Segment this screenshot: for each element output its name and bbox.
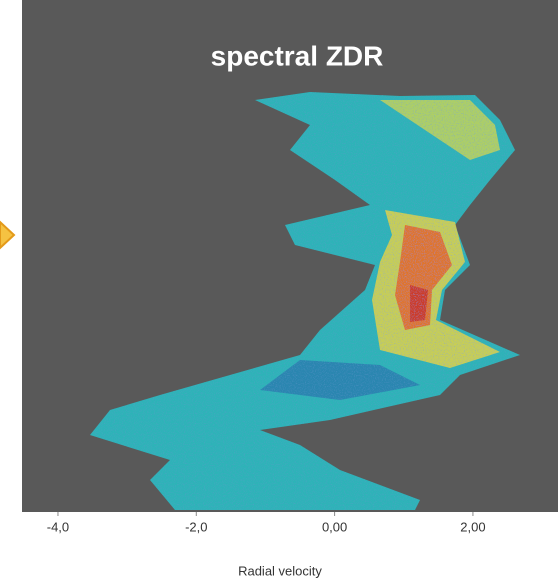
spectrum-hot	[410, 285, 428, 322]
arrow-marker	[0, 222, 14, 248]
x-axis-label: Radial velocity	[238, 563, 322, 578]
chart: spectral ZDR Radial velocity -4,0 -2,0 0,0…	[0, 0, 558, 581]
x-tick-label: 0,00	[322, 519, 347, 534]
x-tick-label: -4,0	[47, 519, 69, 534]
chart-title: spectral ZDR	[211, 40, 384, 71]
x-tick-label: 2,00	[460, 519, 485, 534]
x-tick-label: -2,0	[185, 519, 207, 534]
